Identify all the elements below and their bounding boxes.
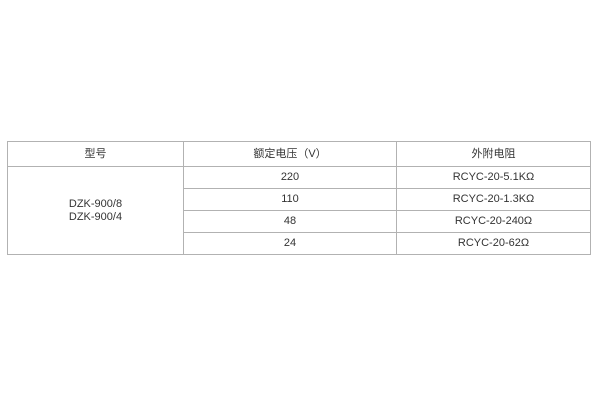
voltage-value: 110 bbox=[183, 188, 397, 211]
voltage-value: 48 bbox=[183, 210, 397, 233]
column-header-external-resistor: 外附电阻 bbox=[396, 141, 591, 167]
column-header-rated-voltage: 额定电压（V） bbox=[183, 141, 397, 167]
table-body: DZK-900/8 DZK-900/4 220 RCYC-20-5.1KΩ 11… bbox=[7, 166, 591, 255]
resistor-value: RCYC-20-62Ω bbox=[396, 232, 591, 255]
table-row: 24 RCYC-20-62Ω bbox=[8, 232, 591, 255]
specification-table: 型号 额定电压（V） 外附电阻 DZK-900/8 DZK-900/4 220 … bbox=[7, 141, 591, 255]
resistor-value: RCYC-20-1.3KΩ bbox=[396, 188, 591, 211]
resistor-value: RCYC-20-5.1KΩ bbox=[396, 166, 591, 189]
resistor-value: RCYC-20-240Ω bbox=[396, 210, 591, 233]
specification-table-container: 型号 额定电压（V） 外附电阻 DZK-900/8 DZK-900/4 220 … bbox=[7, 141, 591, 255]
voltage-value: 220 bbox=[183, 166, 397, 189]
model-merged-cell: DZK-900/8 DZK-900/4 bbox=[7, 166, 184, 255]
voltage-value: 24 bbox=[183, 232, 397, 255]
column-header-model: 型号 bbox=[7, 141, 184, 167]
model-name-line-1: DZK-900/8 bbox=[68, 197, 123, 210]
table-row: DZK-900/8 DZK-900/4 220 RCYC-20-5.1KΩ bbox=[7, 166, 591, 255]
table-header-row: 型号 额定电压（V） 外附电阻 bbox=[7, 141, 591, 167]
table-header: 型号 额定电压（V） 外附电阻 bbox=[7, 141, 591, 167]
model-name-line-2: DZK-900/4 bbox=[68, 210, 123, 223]
